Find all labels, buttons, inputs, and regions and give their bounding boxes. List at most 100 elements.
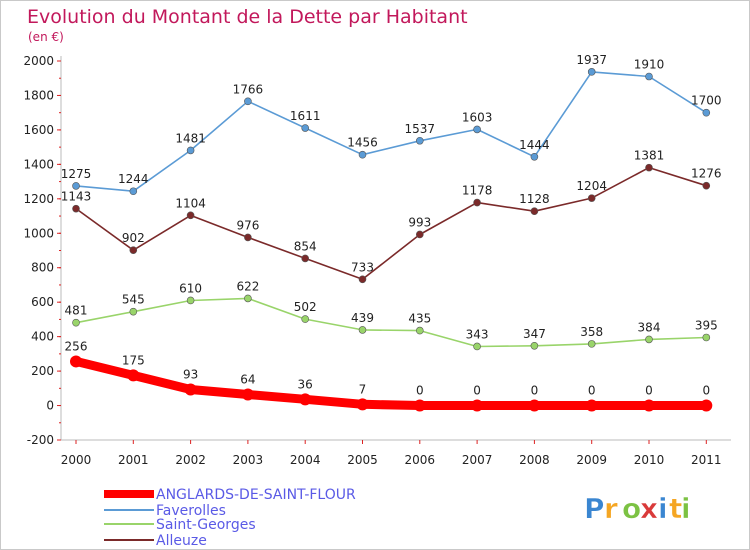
data-point — [587, 340, 596, 348]
data-label: 7 — [359, 382, 367, 396]
y-tick-label: 1800 — [23, 88, 54, 102]
data-label: 358 — [580, 325, 603, 339]
x-tick-label: 2010 — [634, 453, 665, 467]
data-label: 0 — [416, 384, 424, 398]
data-label: 1611 — [290, 109, 321, 123]
data-point — [358, 275, 367, 284]
data-point — [643, 399, 655, 412]
data-label: 993 — [408, 215, 431, 229]
data-label: 0 — [588, 384, 596, 398]
data-label: 0 — [531, 384, 539, 398]
y-tick-label: 200 — [31, 364, 54, 378]
data-label: 1603 — [462, 110, 493, 124]
data-label: 1910 — [634, 58, 665, 72]
legend-label: Alleuze — [156, 533, 207, 549]
data-label: 502 — [294, 300, 317, 314]
data-label: 256 — [65, 339, 88, 353]
data-point — [129, 307, 138, 316]
data-point — [358, 326, 367, 334]
data-label: 1456 — [347, 136, 378, 150]
data-label: 1104 — [175, 196, 206, 210]
x-tick-label: 2011 — [691, 453, 722, 467]
data-point — [72, 204, 80, 213]
logo-letter: P — [584, 492, 605, 525]
data-point — [530, 152, 539, 161]
data-point — [413, 399, 426, 412]
y-tick-label: 600 — [31, 295, 54, 309]
data-label: 0 — [473, 384, 481, 398]
data-point — [702, 181, 711, 190]
data-point — [127, 369, 140, 382]
data-label: 1937 — [576, 53, 607, 67]
data-label: 1143 — [61, 190, 92, 204]
data-label: 1766 — [233, 82, 264, 96]
data-point — [530, 341, 539, 350]
data-point — [528, 399, 541, 412]
data-label: 1381 — [634, 149, 665, 163]
data-point — [244, 233, 252, 242]
data-point — [415, 230, 424, 239]
y-tick-label: 400 — [31, 330, 54, 344]
data-point — [186, 146, 195, 155]
y-tick-label: -200 — [27, 433, 54, 447]
data-label: 64 — [240, 373, 255, 387]
data-label: 1276 — [691, 167, 722, 181]
data-label: 1204 — [576, 179, 607, 193]
data-point — [702, 333, 711, 342]
series-line-anglards-de-saint-flour — [71, 356, 711, 410]
x-tick-label: 2005 — [347, 453, 378, 467]
data-point — [129, 187, 138, 196]
y-tick-label: 2000 — [23, 54, 54, 68]
y-tick-label: 1000 — [23, 226, 54, 240]
x-tick-label: 2000 — [61, 453, 92, 467]
data-label: 1481 — [175, 131, 206, 145]
logo-letter: i — [681, 492, 691, 525]
data-point — [530, 207, 539, 216]
data-point — [702, 108, 711, 117]
data-point — [585, 399, 598, 412]
y-tick-label: 1600 — [23, 123, 54, 137]
data-label: 395 — [695, 318, 718, 332]
series-line-faverolles — [75, 71, 708, 192]
data-label: 622 — [236, 279, 259, 293]
logo-letter: x — [640, 492, 658, 525]
data-point — [415, 136, 424, 145]
data-point — [473, 125, 481, 134]
legend: ANGLARDS-DE-SAINT-FLOURFaverollesSaint-G… — [104, 487, 356, 549]
data-label: 1444 — [519, 138, 550, 152]
data-label: 1700 — [691, 94, 722, 108]
data-label: 1128 — [519, 192, 550, 206]
data-label: 610 — [179, 281, 202, 295]
logo-letter: r — [604, 492, 618, 525]
chart-title: Evolution du Montant de la Dette par Hab… — [27, 6, 468, 28]
x-tick-label: 2004 — [290, 453, 321, 467]
data-label: 93 — [183, 368, 198, 382]
data-point — [358, 150, 367, 159]
y-tick-label: 1400 — [23, 157, 54, 171]
data-point — [186, 296, 195, 305]
data-point — [244, 294, 252, 303]
data-point — [587, 68, 596, 76]
data-label: 384 — [638, 320, 661, 334]
data-point — [129, 246, 138, 254]
data-point — [72, 182, 80, 190]
data-label: 175 — [122, 353, 145, 367]
x-tick-label: 2008 — [519, 453, 550, 467]
data-label: 1275 — [61, 167, 92, 181]
data-point — [301, 254, 310, 263]
data-point — [645, 163, 653, 172]
y-tick-label: 1200 — [23, 192, 54, 206]
data-label: 435 — [408, 312, 431, 326]
data-point — [415, 326, 424, 335]
logo-letter: i — [658, 492, 668, 525]
legend-label: ANGLARDS-DE-SAINT-FLOUR — [156, 487, 356, 503]
data-point — [645, 72, 653, 81]
series-line-saint-georges — [75, 297, 708, 348]
logo-letter: t — [669, 492, 682, 525]
legend-label: Saint-Georges — [156, 517, 256, 533]
data-point — [184, 383, 197, 396]
axes: -200020040060080010001200140016001800200… — [23, 54, 731, 467]
data-point — [471, 399, 484, 412]
data-point — [356, 398, 369, 411]
